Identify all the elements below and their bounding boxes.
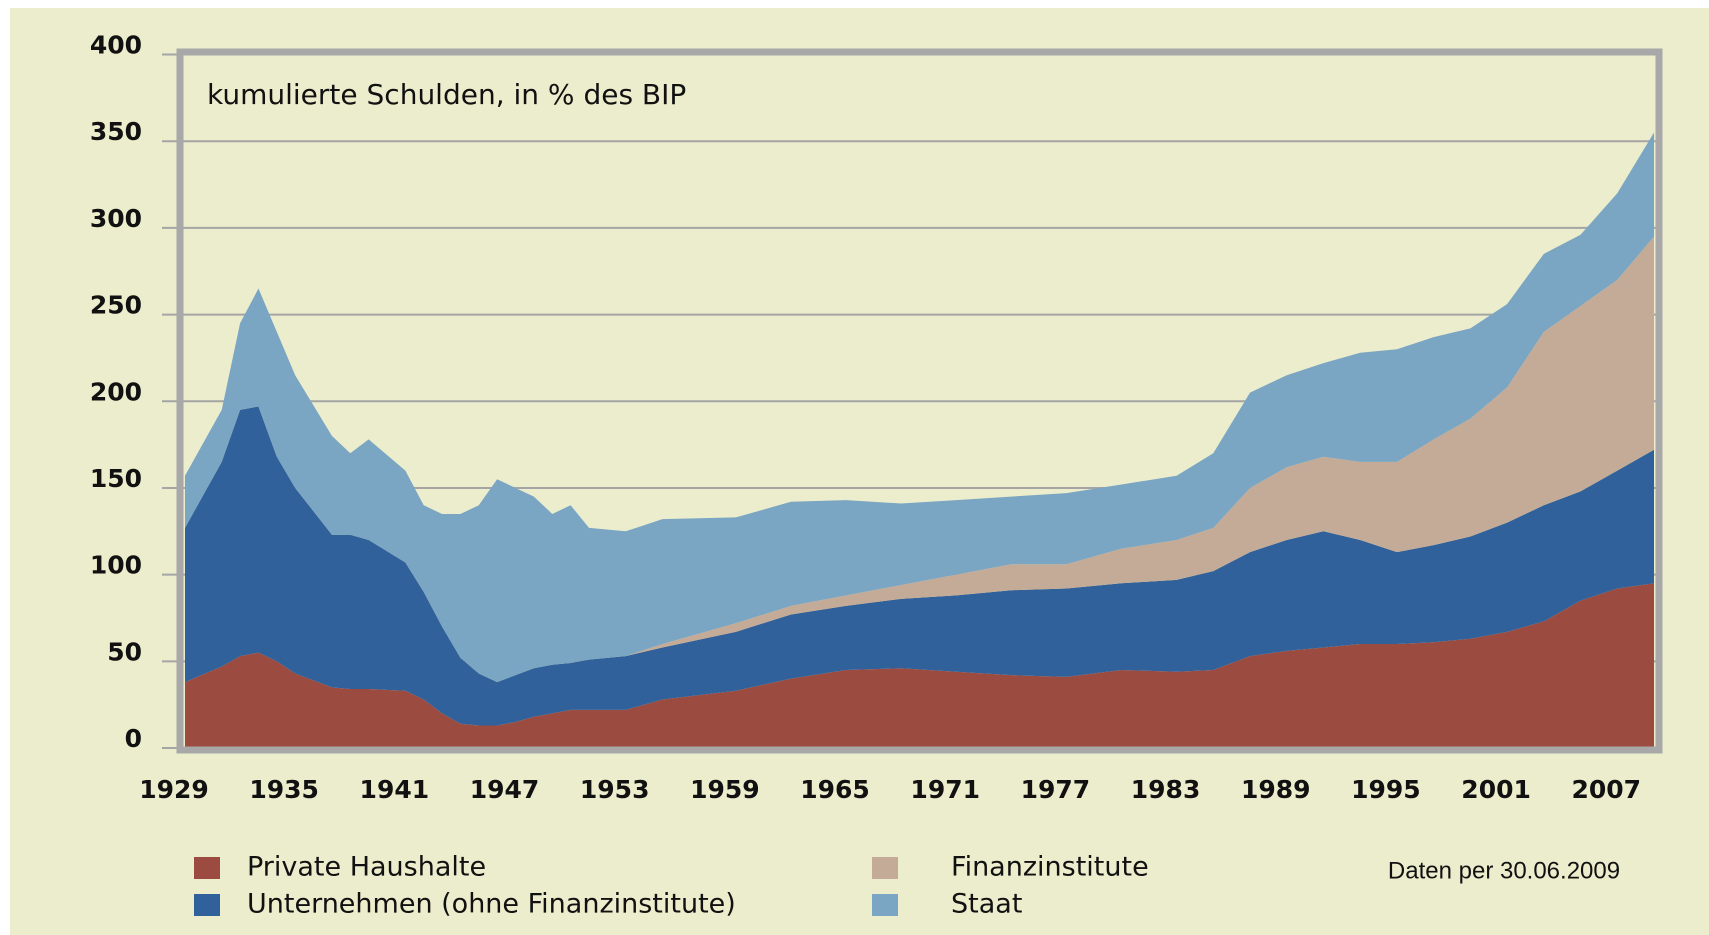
legend-label: Private Haushalte [247, 852, 486, 883]
x-tick-label: 2001 [1461, 775, 1531, 804]
plot-frame [176, 48, 1663, 754]
x-tick-label: 1989 [1241, 775, 1311, 804]
x-tick-label: 1929 [139, 775, 209, 804]
x-tick-label: 1971 [910, 775, 980, 804]
legend-swatch [194, 857, 220, 879]
x-tick-label: 1983 [1131, 775, 1201, 804]
y-tick-label: 250 [90, 291, 142, 320]
x-tick-label: 1935 [249, 775, 319, 804]
legend-label: Unternehmen (ohne Finanzinstitute) [247, 889, 736, 920]
y-tick-label: 0 [125, 724, 142, 753]
x-tick-label: 1947 [470, 775, 540, 804]
x-tick-label: 1959 [690, 775, 760, 804]
area [185, 406, 1654, 726]
area [185, 236, 1654, 683]
y-tick-label: 400 [90, 31, 142, 60]
legend-swatch [872, 894, 898, 916]
y-tick-label: 300 [90, 204, 142, 233]
y-tick-label: 100 [90, 551, 142, 580]
legend-label: Finanzinstitute [951, 852, 1149, 883]
y-tick-label: 200 [90, 377, 142, 406]
x-tick-label: 1977 [1021, 775, 1091, 804]
legend-label: Staat [951, 889, 1022, 920]
y-tick-label: 150 [90, 464, 142, 493]
chart-title: kumulierte Schulden, in % des BIP [207, 78, 686, 111]
legend-swatch [872, 857, 898, 879]
x-tick-label: 1995 [1351, 775, 1421, 804]
area [185, 132, 1654, 683]
area [185, 583, 1654, 748]
y-tick-label: 50 [107, 637, 142, 666]
plot-area [185, 132, 1654, 748]
y-tick-label: 350 [90, 117, 142, 146]
x-tick-label: 1965 [800, 775, 870, 804]
annotation: Daten per 30.06.2009 [1388, 857, 1620, 884]
x-tick-label: 1953 [580, 775, 650, 804]
x-tick-label: 2007 [1571, 775, 1641, 804]
x-tick-label: 1941 [360, 775, 430, 804]
legend-swatch [194, 894, 220, 916]
